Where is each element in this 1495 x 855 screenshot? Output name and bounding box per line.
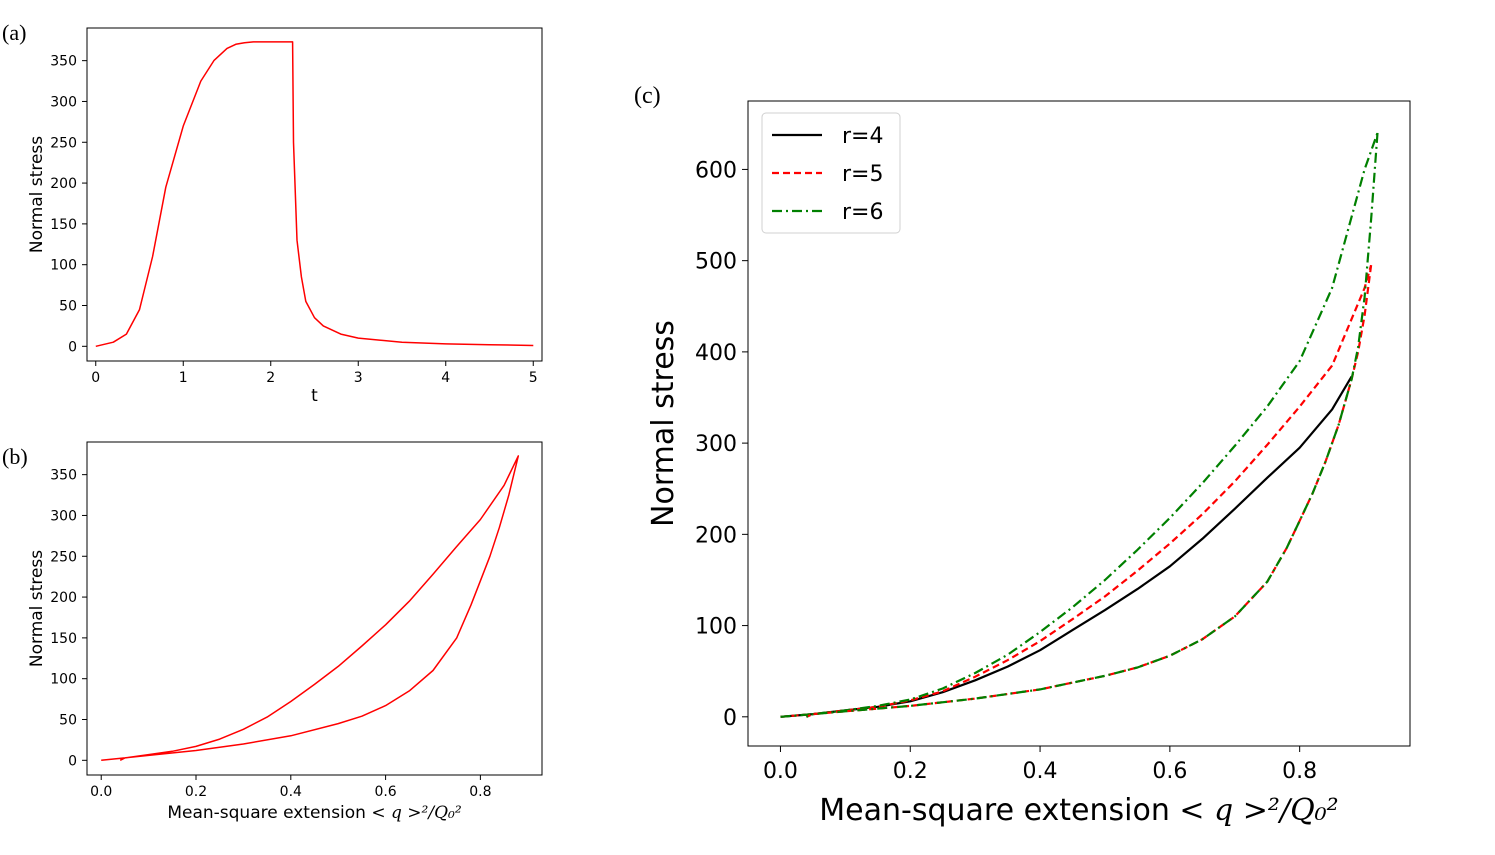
x-tick-label: 0 (91, 370, 100, 386)
legend-box (761, 112, 901, 234)
legend-label-r4: r=4 (842, 124, 883, 149)
series-line-r5 (780, 264, 1373, 718)
plot-frame (747, 100, 1411, 747)
chart-panel-c: (c) 0.0 0.2 0.4 0.6 0.8 0 100 200 300 400 500 600 Mea… (634, 83, 1411, 828)
y-tick-label: 100 (50, 258, 77, 274)
x-tick-label: 0.0 (90, 784, 112, 800)
x-tick-label: 0.6 (1152, 759, 1187, 784)
y-tick-label: 0 (68, 753, 77, 769)
y-tick-label: 50 (59, 299, 77, 315)
y-tick-label: 500 (695, 250, 737, 275)
y-axis-label: Normal stress (27, 550, 47, 667)
x-tick-label: 0.2 (185, 784, 207, 800)
y-tick-label: 200 (50, 590, 77, 606)
x-tick-label: 0.4 (280, 784, 302, 800)
series-line-r6 (780, 132, 1379, 718)
x-tick-label: 0.6 (374, 784, 396, 800)
series-line-branch-3 (805, 265, 1373, 718)
y-axis-label: Normal stress (27, 136, 47, 253)
y-axis-label: Normal stress (646, 320, 681, 527)
y-tick-label: 100 (50, 672, 77, 688)
x-tick-label: 0.8 (1282, 759, 1317, 784)
x-axis-label: Mean-square extension < q >²/Q₀² (167, 803, 462, 823)
x-tick-label: 4 (441, 370, 450, 386)
series-line-r4 (780, 375, 1353, 718)
y-tick-label: 300 (695, 432, 737, 457)
y-tick-label: 350 (50, 468, 77, 484)
series-line-branch-0 (95, 41, 534, 348)
x-axis-label: Mean-square extension < q >²/Q₀² (819, 793, 1338, 828)
x-tick-label: 0.0 (763, 759, 798, 784)
plot-frame (86, 27, 543, 362)
chart-panel-b: (b) 0.0 0.2 0.4 0.6 0.8 0 50 100 150 200 250 300 350 M… (2, 441, 543, 823)
y-tick-label: 150 (50, 631, 77, 647)
legend-label-r5: r=5 (842, 162, 883, 187)
y-tick-label: 350 (50, 54, 77, 70)
plot-frame (86, 441, 543, 776)
x-tick-label: 1 (179, 370, 188, 386)
y-tick-label: 250 (50, 549, 77, 565)
y-tick-label: 600 (695, 158, 737, 183)
panel-label: (a) (2, 20, 26, 45)
x-tick-label: 3 (354, 370, 363, 386)
x-axis-label: t (311, 386, 318, 406)
y-tick-label: 400 (695, 341, 737, 366)
series-line-branch-4 (805, 132, 1379, 718)
x-tick-label: 0.2 (893, 759, 928, 784)
y-tick-label: 50 (59, 713, 77, 729)
x-tick-label: 5 (529, 370, 538, 386)
panel-label: (c) (634, 83, 661, 109)
x-tick-label: 0.8 (469, 784, 491, 800)
x-tick-label: 0.4 (1023, 759, 1058, 784)
x-tick-label: 2 (266, 370, 275, 386)
panel-label: (b) (2, 444, 28, 469)
legend-label-r6: r=6 (842, 200, 883, 225)
y-tick-label: 100 (695, 615, 737, 640)
series-line-branch-0 (101, 455, 520, 762)
y-tick-label: 0 (723, 706, 737, 731)
y-tick-label: 300 (50, 508, 77, 524)
y-tick-label: 250 (50, 135, 77, 151)
y-tick-label: 300 (50, 94, 77, 110)
y-tick-label: 150 (50, 217, 77, 233)
y-tick-label: 0 (68, 339, 77, 355)
y-tick-label: 200 (695, 523, 737, 548)
y-tick-label: 200 (50, 176, 77, 192)
